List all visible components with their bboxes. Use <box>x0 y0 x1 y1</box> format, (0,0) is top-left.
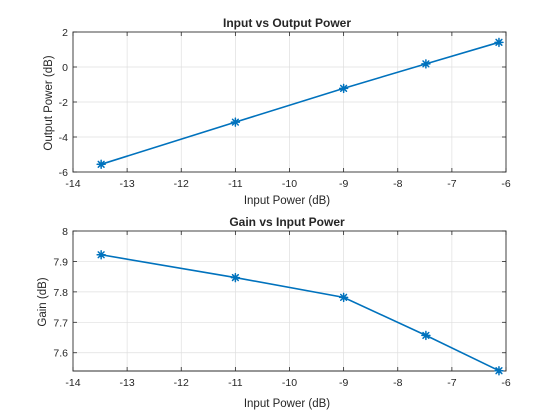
chart-panel-gain-vs-input: -14 -13 -12 -11 -10 -9 -8 -7 -6 7.6 7.7 7.8 7.9 8 Gain… <box>37 215 511 410</box>
x-tick-label: -6 <box>501 178 510 190</box>
plot-area: -14 -13 -12 -11 -10 -9 -8 -7 -6 7.6 7.7 7.8 7.9 8 <box>53 226 510 389</box>
y-axis-label: Gain (dB) <box>37 277 49 326</box>
y-axis-label: Output Power (dB) <box>43 55 55 150</box>
data-point-marker <box>338 292 349 303</box>
x-tick-label: -8 <box>393 377 402 389</box>
x-tick-label: -10 <box>282 377 297 389</box>
x-tick-label: -14 <box>65 377 80 389</box>
x-tick-label: -12 <box>174 178 189 190</box>
x-tick-label: -7 <box>447 178 456 190</box>
chart-panel-input-vs-output: -14 -13 -12 -11 -10 -9 -8 -7 -6 -6 -4 -2 0 2 Input vs … <box>43 16 511 207</box>
y-tick-label: 8 <box>62 226 68 238</box>
data-point-marker <box>96 249 106 260</box>
data-point-marker <box>494 365 504 376</box>
x-tick-label: -8 <box>393 178 402 190</box>
data-point-marker <box>421 330 431 341</box>
x-axis-label: Input Power (dB) <box>244 195 330 207</box>
y-tick-label: 7.6 <box>53 348 68 360</box>
x-axis-label: Input Power (dB) <box>244 398 330 410</box>
x-tick-label: -13 <box>120 178 135 190</box>
y-tick-label: -2 <box>59 97 68 109</box>
x-tick-label: -13 <box>120 377 135 389</box>
y-tick-label: -4 <box>59 132 68 144</box>
x-tick-label: -10 <box>282 178 297 190</box>
plot-area: -14 -13 -12 -11 -10 -9 -8 -7 -6 -6 -4 -2 0 2 <box>59 27 511 190</box>
x-tick-label: -12 <box>174 377 189 389</box>
x-tick-label: -14 <box>65 178 80 190</box>
chart-title: Gain vs Input Power <box>229 215 345 229</box>
data-point-marker <box>421 59 431 69</box>
x-tick-label: -9 <box>339 178 348 190</box>
x-tick-label: -6 <box>501 377 510 389</box>
data-point-marker <box>230 272 241 283</box>
x-tick-label: -11 <box>228 178 243 190</box>
data-point-marker <box>96 159 106 170</box>
data-point-marker <box>338 83 349 94</box>
x-tick-label: -7 <box>447 377 456 389</box>
x-tick-label: -9 <box>339 377 348 389</box>
y-tick-label: 7.7 <box>53 317 68 329</box>
data-point-marker <box>494 37 504 48</box>
data-point-marker <box>230 117 241 127</box>
chart-title: Input vs Output Power <box>223 16 351 30</box>
y-tick-label: 7.9 <box>53 256 68 268</box>
y-tick-label: 7.8 <box>53 287 68 299</box>
y-tick-label: -6 <box>59 167 68 179</box>
x-tick-label: -11 <box>228 377 243 389</box>
y-tick-label: 0 <box>62 62 68 74</box>
y-tick-label: 2 <box>62 27 68 39</box>
